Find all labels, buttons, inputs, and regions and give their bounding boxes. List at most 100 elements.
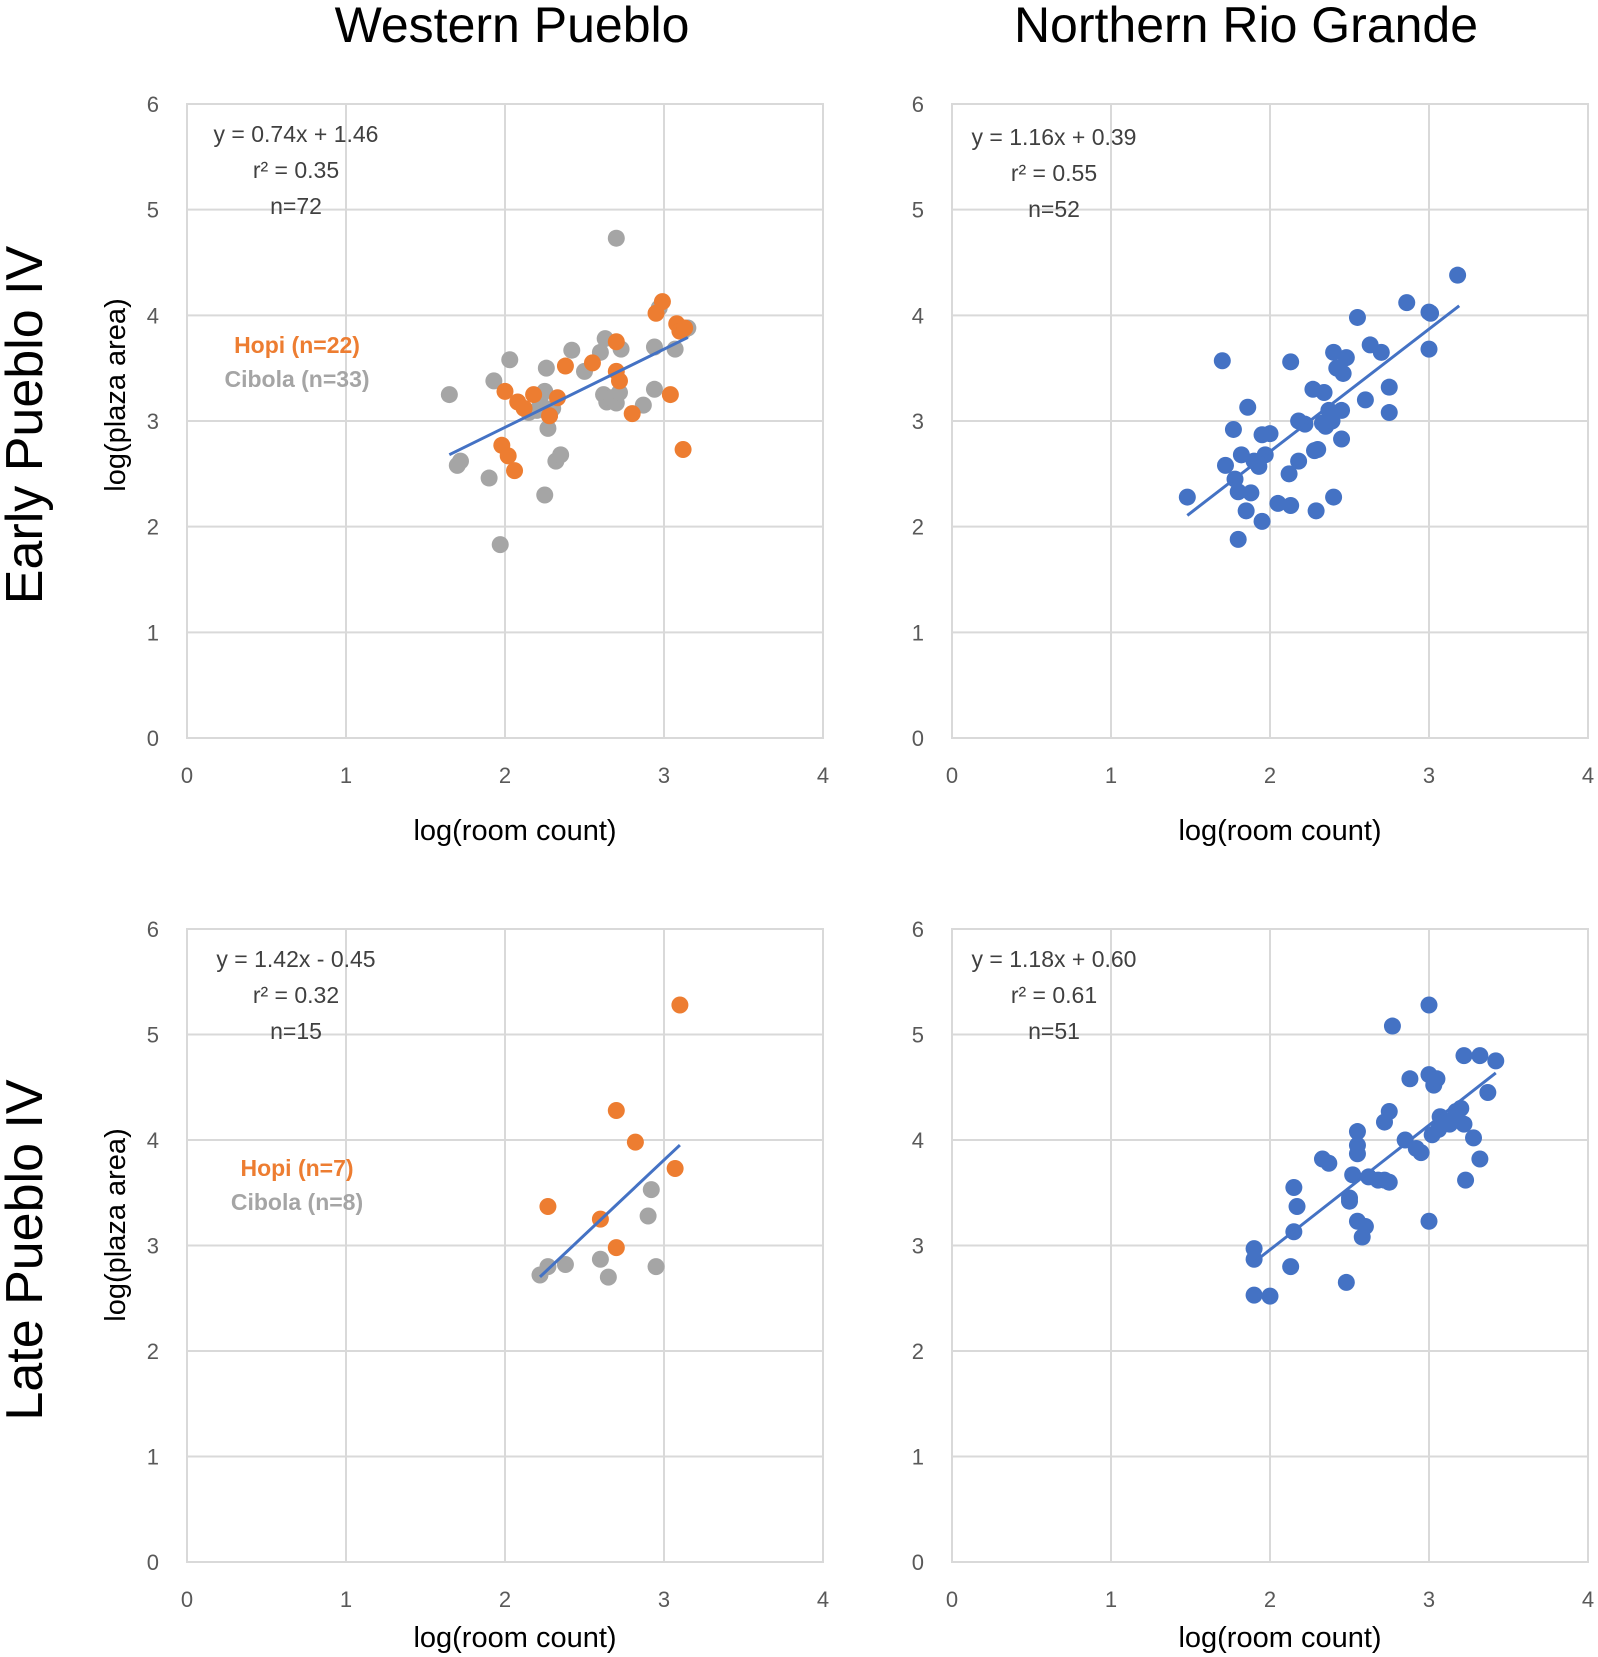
data-point — [563, 341, 581, 359]
data-point — [1420, 996, 1438, 1014]
regression-annotation-line: r² = 0.35 — [253, 157, 339, 183]
legend-entry: Cibola (n=8) — [231, 1189, 363, 1215]
data-point — [1471, 1150, 1489, 1168]
row-title-early-pueblo-iv: Early Pueblo IV — [0, 245, 54, 604]
regression-annotation-line: r² = 0.61 — [1011, 982, 1097, 1008]
regression-annotation-line: r² = 0.32 — [253, 982, 339, 1008]
y-tick-label: 3 — [912, 409, 924, 434]
regression-annotation-line: n=15 — [270, 1018, 322, 1044]
data-point — [499, 447, 517, 465]
regression-annotation-line: y = 1.18x + 0.60 — [972, 946, 1137, 972]
regression-annotation-line: r² = 0.55 — [1011, 160, 1097, 186]
data-point — [607, 229, 625, 247]
x-tick-label: 3 — [1423, 1587, 1435, 1612]
data-point — [661, 386, 679, 404]
column-title-northern-rio-grande: Northern Rio Grande — [1014, 0, 1478, 53]
x-axis-label: log(room count) — [1178, 1622, 1381, 1654]
y-tick-label: 4 — [147, 303, 159, 328]
data-point — [485, 372, 503, 390]
data-point — [440, 386, 458, 404]
y-tick-label: 3 — [912, 1234, 924, 1259]
x-tick-label: 2 — [499, 763, 511, 788]
x-tick-label: 1 — [340, 763, 352, 788]
data-point — [1356, 1218, 1374, 1236]
data-point — [1372, 343, 1390, 361]
y-tick-label: 6 — [912, 917, 924, 942]
data-point — [1356, 391, 1374, 409]
data-point — [591, 1250, 609, 1268]
column-title-western-pueblo: Western Pueblo — [335, 0, 690, 53]
data-point — [1471, 1047, 1489, 1065]
data-point — [1420, 340, 1438, 358]
data-point — [1348, 308, 1366, 326]
data-point — [496, 382, 514, 400]
data-point — [1401, 1070, 1419, 1088]
data-point — [448, 456, 466, 474]
data-point — [1261, 1287, 1279, 1305]
data-point — [1333, 430, 1351, 448]
data-point — [1420, 1212, 1438, 1230]
data-point — [1457, 1171, 1475, 1189]
series-northern-rio-grande — [1245, 996, 1505, 1305]
data-point — [1348, 1145, 1366, 1163]
data-point — [541, 407, 559, 425]
regression-annotation-line: y = 1.42x - 0.45 — [216, 946, 375, 972]
y-tick-label: 1 — [912, 620, 924, 645]
data-point — [1325, 343, 1343, 361]
data-point — [1422, 304, 1440, 322]
data-point — [1245, 1250, 1263, 1268]
x-tick-label: 0 — [181, 1587, 193, 1612]
y-tick-label: 6 — [912, 92, 924, 117]
data-point — [1245, 1286, 1263, 1304]
trend-line — [448, 336, 689, 457]
trend-line — [538, 1143, 681, 1278]
x-tick-label: 4 — [1582, 1587, 1594, 1612]
y-tick-label: 1 — [147, 1445, 159, 1470]
data-point — [1282, 497, 1300, 515]
x-tick-label: 3 — [658, 1587, 670, 1612]
data-point — [610, 383, 628, 401]
data-point — [556, 1255, 574, 1273]
data-point — [1285, 1178, 1303, 1196]
plot-area-frame — [186, 103, 824, 739]
data-point — [1325, 488, 1343, 506]
data-point — [607, 1101, 625, 1119]
x-tick-label: 0 — [946, 1587, 958, 1612]
trend-line — [1253, 1071, 1497, 1264]
legend-entry: Hopi (n=22) — [234, 332, 360, 358]
data-point — [1449, 266, 1467, 284]
y-tick-label: 0 — [912, 726, 924, 751]
data-point — [1224, 420, 1242, 438]
chart-early-rio: 0 1 2 3 4 5 6 0 1 2 3 4 log(room count) y = 1.16x + 0… — [912, 92, 1594, 847]
data-point — [671, 996, 689, 1014]
y-tick-label: 3 — [147, 409, 159, 434]
data-point — [1269, 494, 1287, 512]
data-point — [491, 536, 509, 554]
data-point — [1383, 1017, 1401, 1035]
data-point — [539, 1197, 557, 1215]
regression-annotation-line: y = 1.16x + 0.39 — [972, 124, 1137, 150]
x-tick-label: 2 — [499, 1587, 511, 1612]
data-point — [1412, 1144, 1430, 1162]
regression-annotation-line: n=51 — [1028, 1018, 1080, 1044]
chart-late-western: 0 1 2 3 4 5 6 0 1 2 3 4 log(room count) log(plaza are… — [100, 917, 829, 1654]
trend-line — [1186, 304, 1461, 517]
data-point — [1337, 349, 1355, 367]
data-point — [645, 380, 663, 398]
data-point — [607, 333, 625, 351]
data-point — [610, 372, 628, 390]
data-point — [626, 1133, 644, 1151]
data-point — [639, 1207, 657, 1225]
data-point — [1320, 1154, 1338, 1172]
data-point — [501, 351, 519, 369]
y-tick-label: 5 — [147, 198, 159, 223]
data-point — [539, 419, 557, 437]
data-point — [1452, 1099, 1470, 1117]
data-point — [1487, 1052, 1505, 1070]
data-point — [1216, 456, 1234, 474]
series-northern-rio-grande — [1178, 266, 1467, 548]
data-point — [1282, 353, 1300, 371]
y-tick-label: 0 — [147, 726, 159, 751]
x-tick-label: 4 — [817, 1587, 829, 1612]
